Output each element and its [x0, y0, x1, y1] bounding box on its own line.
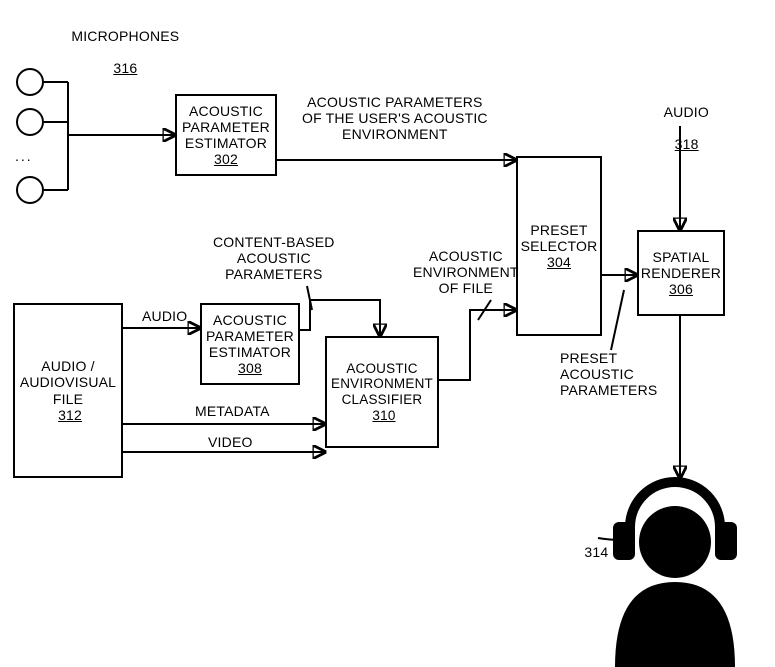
ape-308-box: ACOUSTIC PARAMETER ESTIMATOR 308	[200, 303, 300, 385]
ape-302-title: ACOUSTIC PARAMETER ESTIMATOR	[181, 103, 271, 151]
preset-selector-ref: 304	[547, 254, 571, 270]
spatial-renderer-title: SPATIAL RENDERER	[641, 249, 721, 281]
label-video: VIDEO	[208, 434, 253, 450]
microphones-label: MICROPHONES 316	[55, 12, 179, 92]
listener-icon	[595, 472, 755, 667]
label-acoustic-env-file: ACOUSTIC ENVIRONMENT OF FILE	[413, 248, 519, 296]
label-acoustic-params-env: ACOUSTIC PARAMETERS OF THE USER'S ACOUST…	[302, 94, 488, 142]
preset-selector-title: PRESET SELECTOR	[521, 222, 598, 254]
av-file-box: AUDIO / AUDIOVISUAL FILE 312	[13, 303, 123, 478]
ape-308-title: ACOUSTIC PARAMETER ESTIMATOR	[206, 312, 294, 360]
mic-circle-2	[16, 108, 44, 136]
audio-in-ref: 318	[675, 136, 699, 152]
preset-selector-box: PRESET SELECTOR 304	[516, 156, 602, 336]
label-preset-params: PRESET ACOUSTIC PARAMETERS	[560, 350, 657, 398]
classifier-title: ACOUSTIC ENVIRONMENT CLASSIFIER	[331, 361, 433, 408]
av-file-ref: 312	[58, 407, 82, 423]
spatial-renderer-box: SPATIAL RENDERER 306	[637, 230, 725, 316]
classifier-ref: 310	[372, 408, 395, 423]
microphones-ref: 316	[113, 60, 137, 76]
spatial-renderer-ref: 306	[669, 281, 693, 297]
microphones-text: MICROPHONES	[71, 28, 179, 44]
mic-circle-1	[16, 68, 44, 96]
mic-circle-3	[16, 176, 44, 204]
label-content-based: CONTENT-BASED ACOUSTIC PARAMETERS	[213, 234, 335, 282]
label-audio: AUDIO	[142, 308, 187, 324]
audio-in-text: AUDIO	[664, 104, 709, 120]
ape-308-ref: 308	[238, 360, 262, 376]
ape-302-box: ACOUSTIC PARAMETER ESTIMATOR 302	[175, 94, 277, 176]
av-file-title: AUDIO / AUDIOVISUAL FILE	[19, 358, 117, 406]
mic-ellipsis: ...	[15, 148, 33, 164]
label-metadata: METADATA	[195, 403, 270, 419]
ape-302-ref: 302	[214, 151, 238, 167]
diagram-stage: MICROPHONES 316 ... ACOUSTIC PARAMETER E…	[0, 0, 775, 667]
classifier-box: ACOUSTIC ENVIRONMENT CLASSIFIER 310	[325, 336, 439, 448]
audio-in-label: AUDIO 318	[648, 88, 709, 168]
